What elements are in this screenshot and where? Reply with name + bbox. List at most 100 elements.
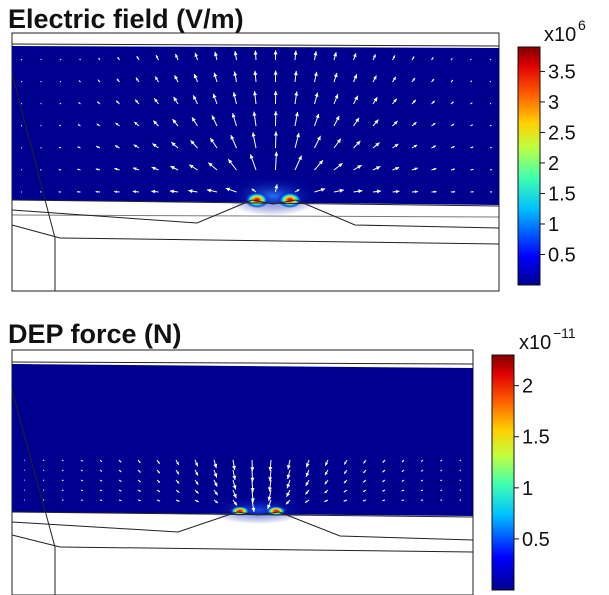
vector-arrow [173, 96, 179, 105]
vector-arrow [274, 151, 279, 171]
vector-arrow [95, 168, 101, 171]
vector-arrow [194, 499, 199, 503]
vector-arrow [267, 489, 272, 502]
vector-arrow [372, 97, 378, 105]
vector-arrow [362, 489, 367, 493]
vector-arrow [154, 76, 159, 83]
colorbar-multiplier: x10 [544, 24, 576, 46]
vector-arrow [40, 58, 42, 61]
vector-arrow [313, 71, 318, 83]
colorbar-tick-label: 3.5 [548, 61, 576, 83]
vector-arrow [489, 191, 493, 193]
vector-arrow [80, 499, 83, 501]
vector-arrow [353, 74, 358, 83]
colorbar-exponent: −11 [553, 325, 576, 341]
vector-arrow [401, 459, 405, 463]
colorbar-tick-label: 0.5 [548, 244, 576, 266]
vector-arrow [137, 499, 141, 502]
vector-arrow [137, 479, 141, 483]
vector-arrow [420, 479, 424, 482]
vector-arrow [324, 499, 329, 503]
vector-arrow [80, 459, 83, 462]
vector-arrow [188, 189, 198, 194]
vector-arrow [440, 479, 443, 482]
vector-arrow [440, 459, 443, 462]
vector-arrow [450, 79, 454, 83]
vector-arrow [392, 120, 398, 127]
vector-arrow [470, 191, 474, 193]
vector-arrow [95, 145, 101, 149]
vector-arrow [156, 469, 161, 474]
vector-arrow [411, 99, 417, 105]
vector-arrow [420, 469, 424, 472]
vector-arrow [20, 58, 23, 61]
vector-arrow [190, 140, 198, 149]
field-region [12, 364, 473, 516]
vector-arrow [118, 499, 122, 502]
vector-arrow [450, 58, 453, 61]
vector-arrow [209, 137, 218, 149]
vector-arrow [293, 70, 298, 83]
vector-arrow [96, 123, 101, 127]
vector-arrow [470, 102, 473, 105]
vector-arrow [251, 188, 257, 193]
vector-arrow [232, 459, 236, 471]
vector-arrow [392, 98, 398, 105]
vector-arrow [333, 162, 343, 171]
vector-arrow [382, 479, 386, 483]
vector-arrow [156, 499, 161, 502]
vector-arrow [372, 75, 377, 83]
vector-arrow [372, 165, 381, 171]
vector-arrow [401, 469, 405, 473]
vector-arrow [382, 489, 386, 492]
vector-arrow [343, 479, 348, 484]
vector-arrow [77, 191, 81, 193]
vector-arrow [77, 124, 81, 127]
dep-force-plot: x10 −11 2 1.5 1 0.5 [11, 325, 576, 595]
vector-arrow [188, 164, 198, 171]
vector-arrow [232, 469, 237, 481]
vector-arrow [450, 190, 456, 193]
vector-arrow [252, 111, 257, 127]
vector-arrow [459, 459, 462, 462]
vector-arrow [151, 166, 159, 171]
vector-arrow [59, 80, 62, 83]
vector-arrow [174, 75, 179, 83]
vector-arrow [137, 459, 141, 464]
vector-arrow [132, 167, 140, 171]
vector-arrow [175, 459, 180, 466]
vector-arrow [470, 58, 472, 61]
vector-arrow [114, 167, 120, 171]
vector-arrow [273, 111, 278, 127]
vector-arrow [99, 499, 103, 501]
colorbar-tick-label: 2 [548, 153, 559, 175]
vector-arrow [420, 489, 424, 492]
colorbar-exponent: 6 [578, 17, 586, 33]
vector-arrow [232, 92, 237, 105]
vector-arrow [99, 459, 103, 463]
vector-arrow [118, 489, 122, 492]
vector-arrow [175, 489, 180, 493]
vector-arrow [118, 459, 122, 463]
vector-arrow [273, 90, 278, 105]
vector-arrow [431, 122, 436, 127]
vector-arrow [80, 469, 83, 472]
vector-arrow [232, 489, 237, 499]
vector-arrow [58, 191, 62, 193]
vector-arrow [137, 489, 141, 492]
vector-arrow [305, 479, 310, 487]
vector-arrow [225, 187, 237, 193]
vector-arrow [314, 135, 321, 149]
vector-arrow [353, 52, 357, 61]
vector-arrow [133, 144, 140, 149]
vector-arrow [251, 132, 257, 149]
vector-arrow [115, 122, 120, 127]
vector-arrow [194, 52, 199, 61]
dep-force-panel: DEP force (N) [0, 300, 609, 595]
vector-arrow [411, 121, 417, 127]
vector-arrow [58, 168, 62, 171]
vector-arrow [392, 76, 397, 83]
vector-arrow [98, 57, 101, 61]
vector-arrow [42, 499, 45, 501]
vector-arrow [353, 140, 361, 149]
